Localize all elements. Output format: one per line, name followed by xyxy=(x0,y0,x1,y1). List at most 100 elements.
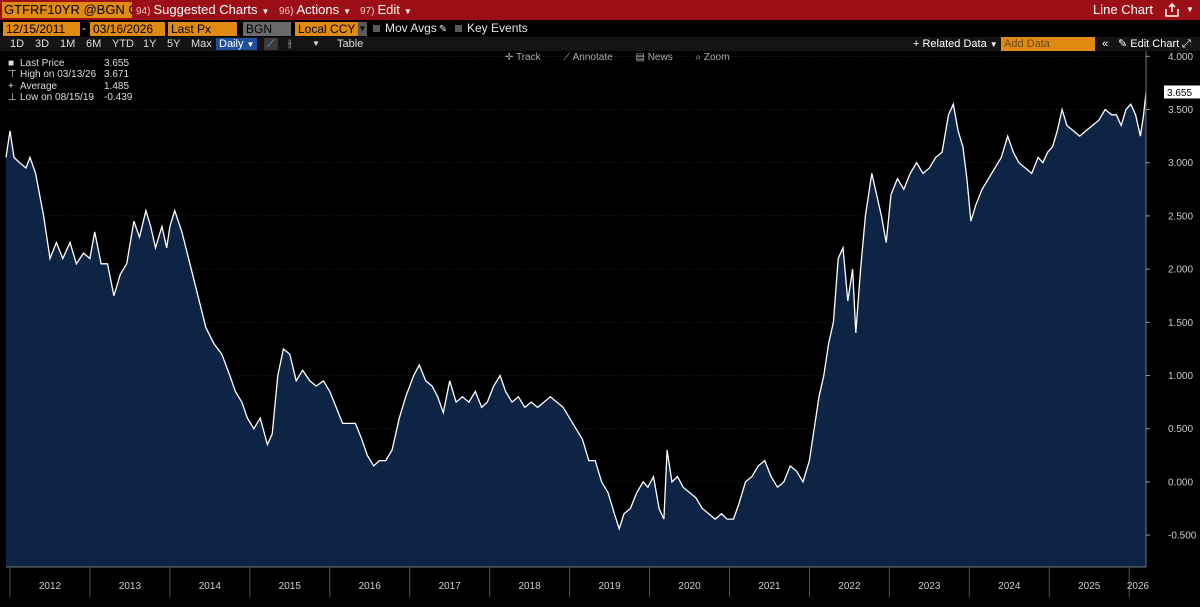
end-date-field[interactable]: 03/16/2026 xyxy=(90,22,165,36)
x-tick-label: 2016 xyxy=(359,581,382,592)
edit-chart-label: Edit Chart xyxy=(1130,38,1180,50)
expand-icon[interactable]: ⤢ xyxy=(1182,38,1191,50)
x-tick-label: 2021 xyxy=(758,581,781,592)
chart-legend: ■ Last Price 3.655 ⊤ High on 03/13/26 3.671 … xyxy=(8,58,144,103)
menu-label: Suggested Charts xyxy=(153,2,258,17)
add-data-placeholder: Add Data xyxy=(1001,37,1095,51)
menu-label: Actions xyxy=(296,2,340,17)
news-label: News xyxy=(647,52,673,63)
y-tick-label: 0.000 xyxy=(1168,477,1193,488)
legend-row-last: ■ Last Price 3.655 xyxy=(8,58,144,69)
range-1m[interactable]: 1M xyxy=(60,38,76,50)
related-data-button[interactable]: + Related Data ▼ xyxy=(913,37,998,52)
y-axis: 4.000 3.500 3.000 2.500 2.000 1.500 1.000 0.500… xyxy=(1145,51,1200,567)
chevron-down-icon[interactable]: ▼ xyxy=(358,22,367,36)
zoom-tool[interactable]: ⌕ Zoom xyxy=(695,52,730,63)
range-6m[interactable]: 6M xyxy=(86,38,102,50)
export-icon[interactable] xyxy=(1163,2,1183,18)
chevron-down-icon: ▼ xyxy=(343,7,352,16)
x-tick-label: 2015 xyxy=(279,581,302,592)
legend-value: -0.439 xyxy=(104,91,133,103)
x-tick-label: 2014 xyxy=(199,581,222,592)
y-tick-label: 2.000 xyxy=(1168,265,1193,276)
mov-avgs-label: Mov Avgs xyxy=(385,21,437,35)
y-tick-label: 0.500 xyxy=(1168,424,1193,435)
ticker-field[interactable]: GTFRF10YR @BGN Cor xyxy=(2,2,132,18)
last-value-box xyxy=(1164,85,1200,99)
menu-number: 96) xyxy=(279,6,294,17)
price-field[interactable]: Last Px xyxy=(168,22,237,36)
range-3d[interactable]: 3D xyxy=(35,38,50,50)
checkbox-icon xyxy=(373,25,380,32)
key-events-label: Key Events xyxy=(467,21,528,35)
annotate-label: Annotate xyxy=(572,52,613,63)
legend-row-low: ⊥ Low on 08/15/19 -0.439 xyxy=(8,92,144,103)
suggested-charts-menu[interactable]: 94) Suggested Charts ▼ xyxy=(136,0,269,22)
x-tick-label: 2013 xyxy=(119,581,142,592)
y-tick-label: 2.500 xyxy=(1168,211,1193,222)
last-value-label: 3.655 xyxy=(1167,88,1192,99)
key-events-toggle[interactable]: Key Events xyxy=(455,20,528,37)
range-ytd[interactable]: YTD xyxy=(112,38,134,50)
start-date-field[interactable]: 12/15/2011 xyxy=(3,22,80,36)
legend-value: 3.671 xyxy=(104,69,130,81)
actions-menu[interactable]: 96) Actions ▼ xyxy=(279,0,351,22)
y-tick-label: 4.000 xyxy=(1168,52,1193,63)
x-tick-label: 2020 xyxy=(678,581,701,592)
news-tool[interactable]: ▤ News xyxy=(635,52,673,63)
x-tick-label: 2024 xyxy=(998,581,1021,592)
chevron-down-icon: ▼ xyxy=(261,7,270,16)
y-tick-label: -0.500 xyxy=(1168,531,1197,542)
track-tool[interactable]: ✛ Track xyxy=(505,52,541,63)
chevron-down-icon[interactable]: ▼ xyxy=(312,39,320,48)
price-area xyxy=(6,92,1146,567)
currency-field[interactable]: Local CCY xyxy=(295,22,362,36)
x-tick-label: 2018 xyxy=(519,581,542,592)
range-1y[interactable]: 1Y xyxy=(143,38,157,50)
source-field[interactable]: BGN xyxy=(243,22,291,36)
period-select[interactable]: Daily ▼ xyxy=(216,37,258,52)
menu-number: 94) xyxy=(136,6,151,17)
x-tick-label: 2022 xyxy=(838,581,861,592)
range-5y[interactable]: 5Y xyxy=(167,38,181,50)
legend-name: Last Price xyxy=(20,58,65,69)
x-tick-label: 2019 xyxy=(598,581,621,592)
chevron-down-icon[interactable]: ▼ xyxy=(1186,5,1194,14)
date-separator: - xyxy=(82,21,86,35)
track-label: Track xyxy=(515,52,541,63)
chevron-down-icon: ▼ xyxy=(246,40,255,49)
legend-value: 1.485 xyxy=(104,80,130,92)
edit-chart-button[interactable]: ✎ Edit Chart xyxy=(1118,37,1179,51)
mov-avgs-toggle[interactable]: Mov Avgs ✎ xyxy=(373,20,447,38)
add-data-input[interactable]: Add Data xyxy=(1001,37,1095,51)
y-tick-label: 1.000 xyxy=(1168,371,1193,382)
legend-row-average: + Average 1.485 xyxy=(8,81,144,92)
chevron-down-icon: ▼ xyxy=(989,40,998,49)
range-max[interactable]: Max xyxy=(191,38,212,50)
x-tick-label: 2023 xyxy=(918,581,941,592)
chart-toolbar xyxy=(0,37,1200,51)
legend-name: Low on 08/15/19 xyxy=(20,91,94,103)
related-data-label: + Related Data xyxy=(913,38,987,50)
y-tick-label: 3.000 xyxy=(1168,158,1193,169)
menu-label: Edit xyxy=(377,2,400,17)
x-tick-label: 2026 xyxy=(1127,581,1150,592)
menu-number: 97) xyxy=(360,6,375,17)
y-tick-label: 1.500 xyxy=(1168,318,1193,329)
legend-name: Average xyxy=(20,80,58,92)
range-1d[interactable]: 1D xyxy=(10,38,25,50)
pencil-icon: ✎ xyxy=(1118,38,1128,50)
x-tick-label: 2012 xyxy=(39,581,62,592)
collapse-icon[interactable]: « xyxy=(1102,38,1109,50)
price-chart[interactable]: 4.000 3.500 3.000 2.500 2.000 1.500 1.000 0.500… xyxy=(0,51,1200,607)
legend-name: High on 03/13/26 xyxy=(20,69,97,81)
x-tick-label: 2017 xyxy=(439,581,462,592)
y-tick-label: 3.500 xyxy=(1168,105,1193,116)
bar-chart-icon[interactable]: ⫲ xyxy=(288,38,292,50)
edit-menu[interactable]: 97) Edit ▼ xyxy=(360,0,412,22)
legend-value: 3.655 xyxy=(104,58,130,69)
chart-tools: ✛ Track ⟋ Annotate ▤ News ⌕ Zoom xyxy=(505,52,749,63)
table-button[interactable]: Table xyxy=(337,38,364,50)
annotate-tool[interactable]: ⟋ Annotate xyxy=(563,52,613,63)
line-chart-icon[interactable]: ⟋ xyxy=(264,37,278,51)
